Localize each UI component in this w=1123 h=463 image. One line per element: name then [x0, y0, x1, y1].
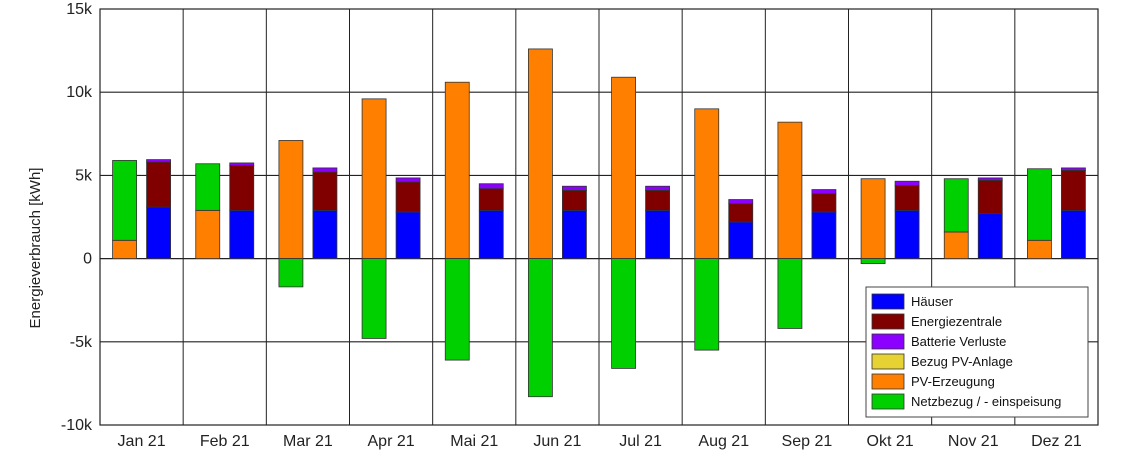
- x-tick-label: Aug 21: [698, 433, 749, 450]
- y-tick-labels: 15k 10k 5k 0 -5k -10k: [61, 1, 93, 434]
- bar: [278, 140, 304, 259]
- bar: [811, 193, 837, 213]
- y-tick-label: 0: [83, 251, 92, 268]
- bar: [146, 206, 171, 260]
- bar: [395, 181, 421, 213]
- bar: [977, 177, 1003, 181]
- legend-swatch: [871, 353, 905, 370]
- bar: [645, 185, 670, 191]
- y-tick-label: 15k: [66, 1, 93, 18]
- y-axis-label: Energieverbrauch [kWh]: [27, 168, 44, 329]
- bar: [112, 239, 137, 260]
- bar: [894, 209, 920, 259]
- bar: [361, 98, 387, 260]
- bar: [528, 258, 553, 398]
- legend-swatch: [871, 373, 905, 390]
- legend-label: Netzbezug / - einspeisung: [911, 394, 1061, 409]
- bar: [361, 258, 387, 339]
- bar: [312, 209, 338, 259]
- bar: [694, 108, 720, 259]
- legend-swatch: [871, 333, 905, 350]
- y-tick-label: 10k: [66, 84, 93, 101]
- bar: [195, 163, 221, 211]
- bar: [645, 189, 670, 211]
- x-tick-label: Jan 21: [118, 433, 166, 450]
- bar: [811, 211, 837, 259]
- legend-label: Energiezentrale: [911, 314, 1002, 329]
- x-tick-label: Nov 21: [948, 433, 999, 450]
- bar: [943, 178, 969, 233]
- legend: Häuser Energiezentrale Batterie Verluste Be…: [865, 286, 1089, 418]
- bar: [977, 179, 1003, 215]
- bar: [728, 203, 754, 223]
- x-tick-label: Okt 21: [867, 433, 914, 450]
- bar: [528, 48, 553, 260]
- bar: [146, 161, 171, 208]
- bar: [229, 162, 255, 166]
- bar: [195, 209, 221, 259]
- legend-swatch: [871, 313, 905, 330]
- bar: [312, 171, 338, 211]
- bar: [860, 178, 886, 259]
- bar: [1027, 239, 1052, 260]
- x-tick-label: Mar 21: [283, 433, 333, 450]
- bar: [777, 258, 803, 329]
- bar: [146, 159, 171, 163]
- bar: [943, 231, 969, 259]
- y-tick-label: -10k: [61, 417, 93, 434]
- bar: [562, 185, 587, 191]
- x-tick-label: Feb 21: [200, 433, 250, 450]
- bar: [395, 177, 421, 183]
- bar: [229, 209, 255, 259]
- bar: [229, 165, 255, 211]
- x-tick-label: Jun 21: [533, 433, 581, 450]
- bar: [1061, 170, 1086, 211]
- bar: [478, 209, 504, 259]
- x-tick-label: Jul 21: [619, 433, 662, 450]
- x-tick-label: Apr 21: [368, 433, 415, 450]
- bars: [112, 48, 1086, 398]
- bar: [894, 180, 920, 186]
- bar: [611, 258, 636, 369]
- plot-frame: [99, 8, 1099, 426]
- bar: [811, 189, 837, 195]
- legend-label: PV-Erzeugung: [911, 374, 995, 389]
- y-tick-label: -5k: [70, 334, 93, 351]
- x-tick-label: Sep 21: [782, 433, 833, 450]
- bar: [728, 199, 754, 205]
- bar: [1027, 168, 1052, 241]
- bar: [478, 183, 504, 190]
- bar: [312, 167, 338, 173]
- legend-swatch: [871, 393, 905, 410]
- legend-label: Bezug PV-Anlage: [911, 354, 1013, 369]
- bar: [1061, 209, 1086, 259]
- legend-label: Batterie Verluste: [911, 334, 1006, 349]
- legend-items: Häuser Energiezentrale Batterie Verluste Be…: [871, 293, 1061, 410]
- bar: [562, 209, 587, 259]
- bar: [860, 258, 886, 264]
- legend-swatch: [871, 293, 905, 310]
- bar: [611, 76, 636, 260]
- bar: [112, 160, 137, 241]
- bar: [894, 184, 920, 211]
- x-tick-label: Dez 21: [1031, 433, 1082, 450]
- bar: [777, 121, 803, 259]
- bar: [395, 211, 421, 259]
- bar: [444, 258, 470, 361]
- bar: [728, 221, 754, 260]
- bar: [278, 258, 304, 288]
- bar: [694, 258, 720, 351]
- legend-label: Häuser: [911, 294, 954, 309]
- x-tick-labels: Jan 21 Feb 21 Mar 21 Apr 21 Mai 21 Jun 21 Jul …: [118, 433, 1082, 450]
- y-tick-label: 5k: [75, 167, 93, 184]
- bar: [478, 188, 504, 211]
- bar: [562, 189, 587, 211]
- bar: [977, 213, 1003, 259]
- bar: [1061, 167, 1086, 171]
- x-tick-label: Mai 21: [450, 433, 498, 450]
- bar: [444, 81, 470, 260]
- bar: [645, 209, 670, 259]
